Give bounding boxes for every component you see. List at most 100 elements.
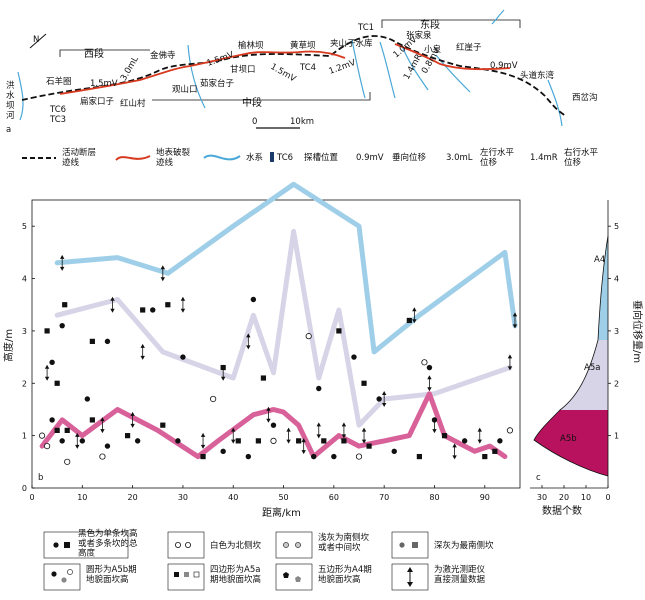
arrow-head <box>412 307 417 312</box>
data-point <box>331 453 337 460</box>
data-point <box>416 453 422 460</box>
place-guanshankou: 观山口 <box>172 84 198 95</box>
data-point <box>376 396 382 402</box>
x-tick-label: 90 <box>480 493 490 502</box>
north-arrow-icon: N <box>29 33 47 49</box>
data-point <box>79 438 86 444</box>
arrow-head <box>59 254 65 259</box>
measure-arrow-icon <box>452 443 457 460</box>
place-zhangjiaquan: 张家泉 <box>406 30 432 41</box>
data-point <box>270 422 277 428</box>
measure-arrow-icon <box>160 265 166 282</box>
data-point-open <box>270 437 277 444</box>
data-point <box>260 375 267 381</box>
measure-arrow-icon <box>432 417 437 434</box>
legend-rupture-label: 地表破裂迹线 <box>156 147 191 168</box>
arrow-head <box>44 364 50 369</box>
legend-vert-label: 垂向位移 <box>392 152 427 163</box>
place-label: 河 <box>6 110 15 121</box>
data-point <box>89 417 95 423</box>
legend-box <box>43 563 81 591</box>
arrow-head <box>286 427 291 432</box>
arrow-head <box>512 324 518 329</box>
data-point <box>54 427 60 433</box>
trench-tc3: TC3 <box>49 115 66 125</box>
side-label-a4: A4 <box>594 255 605 265</box>
side-a5b-fill <box>534 410 608 476</box>
legend-trench-icon <box>270 152 274 162</box>
place-rujiataizi: 茹家台子 <box>200 78 235 89</box>
data-point-open <box>38 432 46 439</box>
arrow-head <box>160 277 166 282</box>
side-x-tick-label: 30 <box>537 493 547 502</box>
trench-tc6: TC6 <box>49 105 66 115</box>
series-line-a4 <box>54 181 518 355</box>
measure-arrow-icon <box>316 422 321 439</box>
legend-left-value: 3.0mL <box>446 153 473 163</box>
arrow-head <box>220 376 226 381</box>
trench-tc4: TC4 <box>299 63 316 73</box>
data-point-open <box>210 395 217 403</box>
panel-b-label: b <box>38 473 43 483</box>
measure-arrow-icon <box>220 364 226 381</box>
side-x-tick-label: 20 <box>559 493 569 502</box>
fault-map: 西段 中段 东段 N 洪 水 坝 河 石羊圈 扁家口子 <box>6 9 598 135</box>
data-point-open <box>355 453 363 460</box>
data-point <box>406 317 412 324</box>
measure-arrow-icon <box>231 427 236 444</box>
legend-right-label: 右行水平位移 <box>564 147 599 168</box>
x-tick-label: 60 <box>329 493 339 502</box>
arrow-head <box>110 296 115 301</box>
y-tick-label: 3 <box>22 327 27 336</box>
data-point-open <box>64 458 71 465</box>
legend-river-icon <box>203 154 241 161</box>
arrow-head <box>220 364 226 369</box>
measure-arrow-icon <box>59 254 65 271</box>
x-tick-label: 20 <box>128 493 138 502</box>
y-axis-ticks: 0 1 2 3 4 5 <box>22 222 35 493</box>
legend-box <box>275 531 313 559</box>
arrow-head <box>452 455 457 460</box>
measure-arrow-icon <box>341 422 347 439</box>
arrow-head <box>412 319 417 324</box>
data-point <box>62 302 68 308</box>
data-point <box>391 448 397 455</box>
data-point <box>64 427 70 433</box>
panel-a-label: a <box>6 125 11 135</box>
data-point <box>49 417 55 423</box>
data-point-open <box>99 453 106 460</box>
place-label: 洪 <box>6 80 15 91</box>
arrow-head <box>140 355 145 360</box>
svg-text:N: N <box>33 35 39 45</box>
legend-box <box>43 531 129 559</box>
place-jinfosi: 金佛寺 <box>150 50 176 61</box>
y-tick-label: 0 <box>22 484 27 493</box>
side-y-tick-label: 3 <box>614 327 619 336</box>
data-point <box>49 359 55 366</box>
data-point <box>89 338 95 344</box>
measure-arrow-icon <box>266 406 271 423</box>
arrow-head <box>246 345 251 350</box>
legend-left-label: 左行水平位移 <box>480 147 515 168</box>
data-point <box>150 307 156 313</box>
data-point <box>84 396 91 402</box>
data-point <box>351 354 357 360</box>
legend-dark: 深灰为最南侧坎 <box>434 540 494 551</box>
arrow-head <box>301 450 306 455</box>
legend-trench-label: 探槽位置 <box>304 152 339 163</box>
arrow-head <box>507 366 513 371</box>
side-x-ticks: 30 20 10 0 <box>537 485 611 502</box>
legend-fault-label: 活动断层迹线 <box>62 147 96 168</box>
data-point <box>59 438 65 444</box>
x-tick-label: 80 <box>429 493 439 502</box>
arrow-head <box>160 265 166 270</box>
offset-chart: 0 10 20 30 40 50 60 70 80 90 0 1 2 3 4 5 距离/km 高度/m b <box>2 181 521 519</box>
place-yulinba: 榆林坝 <box>238 40 264 51</box>
legend-square: 四边形为A5a 期地貌面坎高 <box>210 564 261 585</box>
legend-rupture-icon <box>115 155 151 161</box>
river-lines <box>17 9 563 127</box>
side-x-label: 数据个数 <box>542 504 582 517</box>
measure-arrow-icon <box>110 296 115 313</box>
y-tick-label: 5 <box>22 222 27 231</box>
